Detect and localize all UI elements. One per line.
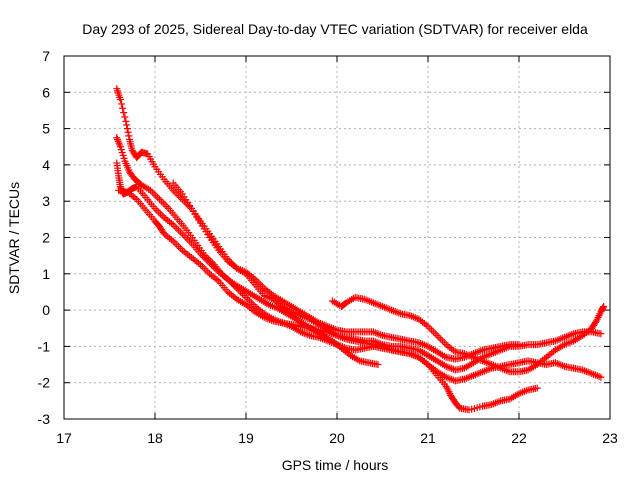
y-tick-label: -3 (38, 411, 51, 427)
data-series (113, 85, 608, 414)
data-point (597, 330, 605, 338)
data-point (123, 125, 131, 133)
data-point (204, 268, 212, 276)
data-point (247, 299, 255, 307)
data-point (440, 339, 448, 347)
y-tick-label: 2 (42, 230, 50, 246)
data-point (150, 190, 158, 198)
data-point (161, 201, 169, 209)
data-point (159, 199, 167, 207)
data-point (253, 277, 261, 285)
y-tick-label: -2 (38, 375, 51, 391)
data-point (175, 243, 183, 251)
x-tick-label: 17 (56, 430, 72, 446)
y-tick-label: 6 (42, 84, 50, 100)
data-point (433, 332, 441, 340)
data-point (118, 100, 126, 108)
data-point (515, 341, 523, 349)
x-axis-label: GPS time / hours (282, 457, 389, 473)
data-point (122, 117, 130, 125)
data-point (431, 330, 439, 338)
x-tick-label: 18 (147, 430, 163, 446)
chart-title: Day 293 of 2025, Sidereal Day-to-day VTE… (82, 21, 588, 37)
data-point (157, 197, 165, 205)
x-tick-label: 23 (602, 430, 618, 446)
data-point (124, 128, 132, 136)
data-point (173, 241, 181, 249)
axis-ticks (63, 55, 611, 420)
data-point (153, 206, 161, 214)
x-tick-label: 21 (420, 430, 436, 446)
data-point (202, 266, 210, 274)
data-point (171, 239, 179, 247)
data-point (123, 121, 131, 129)
data-point (200, 264, 208, 272)
data-point (429, 328, 437, 336)
x-tick-label: 22 (511, 430, 527, 446)
x-tick-label: 20 (329, 430, 345, 446)
series-track-1 (113, 85, 541, 414)
y-tick-label: 5 (42, 121, 50, 137)
data-point (171, 223, 179, 231)
data-point (176, 244, 184, 252)
y-tick-label: 4 (42, 157, 50, 173)
grid-lines (64, 56, 610, 419)
data-point (597, 373, 605, 381)
data-point (116, 96, 124, 104)
data-point (428, 326, 436, 334)
y-tick-label: 0 (42, 302, 50, 318)
series-track-6 (328, 293, 608, 376)
data-point (437, 335, 445, 343)
x-tick-label: 19 (238, 430, 254, 446)
y-axis-label: SDTVAR / TECUs (6, 182, 22, 294)
y-tick-label: 1 (42, 266, 50, 282)
data-point (121, 113, 129, 121)
y-tick-labels: -3 -2 -1 0 1 2 3 4 5 6 7 (38, 48, 51, 427)
data-point (120, 109, 128, 117)
data-point (255, 279, 263, 287)
y-tick-label: 3 (42, 193, 50, 209)
data-point (439, 337, 447, 345)
data-point (426, 324, 434, 332)
x-tick-labels: 17 18 19 20 21 22 23 (56, 430, 618, 446)
series-track-3 (113, 159, 605, 385)
data-point (158, 212, 166, 220)
data-point (175, 226, 183, 234)
data-point (175, 192, 183, 200)
data-point (155, 208, 163, 216)
data-point (176, 228, 184, 236)
y-tick-label: -1 (38, 338, 51, 354)
data-point (533, 384, 541, 392)
data-point (374, 361, 382, 369)
data-point (173, 224, 181, 232)
data-point (156, 210, 164, 218)
data-point (600, 302, 608, 310)
data-point (156, 195, 164, 203)
data-point (163, 203, 171, 211)
data-point (435, 333, 443, 341)
series-track-4 (115, 186, 605, 374)
data-point (119, 104, 127, 112)
data-point (154, 194, 162, 202)
data-point (152, 192, 160, 200)
data-point (198, 263, 206, 271)
y-tick-label: 7 (42, 48, 50, 64)
data-point (125, 132, 133, 140)
